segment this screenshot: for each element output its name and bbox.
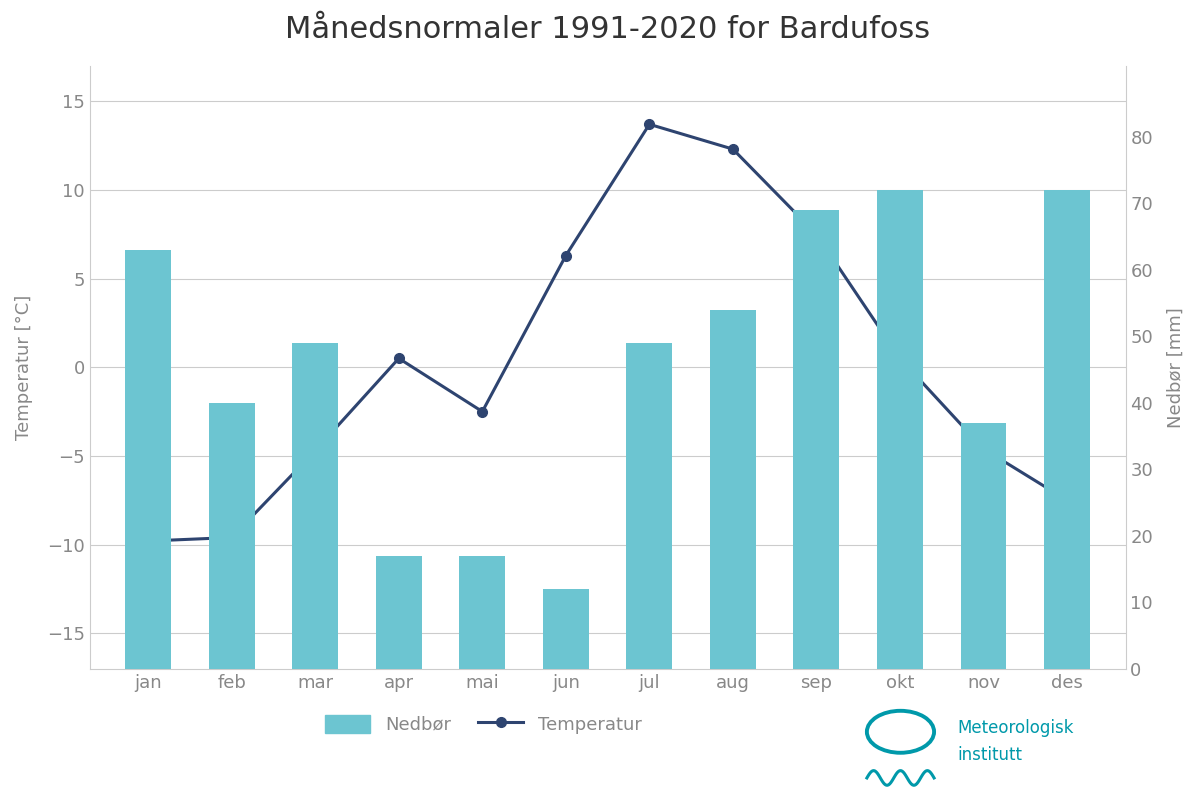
Legend: Nedbør, Temperatur: Nedbør, Temperatur <box>318 707 649 741</box>
Y-axis label: Temperatur [°C]: Temperatur [°C] <box>14 295 32 440</box>
Text: Meteorologisk: Meteorologisk <box>958 718 1074 737</box>
Bar <box>626 343 672 669</box>
Bar <box>209 403 254 669</box>
Title: Månedsnormaler 1991-2020 for Bardufoss: Månedsnormaler 1991-2020 for Bardufoss <box>286 15 930 44</box>
Bar <box>542 589 589 669</box>
Bar <box>293 343 338 669</box>
Bar <box>710 310 756 669</box>
Bar <box>877 190 923 669</box>
Y-axis label: Nedbør [mm]: Nedbør [mm] <box>1166 307 1186 428</box>
Bar <box>125 249 172 669</box>
Bar <box>960 423 1007 669</box>
Bar <box>1044 190 1090 669</box>
Bar <box>793 210 840 669</box>
Bar <box>460 556 505 669</box>
Text: institutt: institutt <box>958 746 1022 764</box>
Bar <box>376 556 421 669</box>
